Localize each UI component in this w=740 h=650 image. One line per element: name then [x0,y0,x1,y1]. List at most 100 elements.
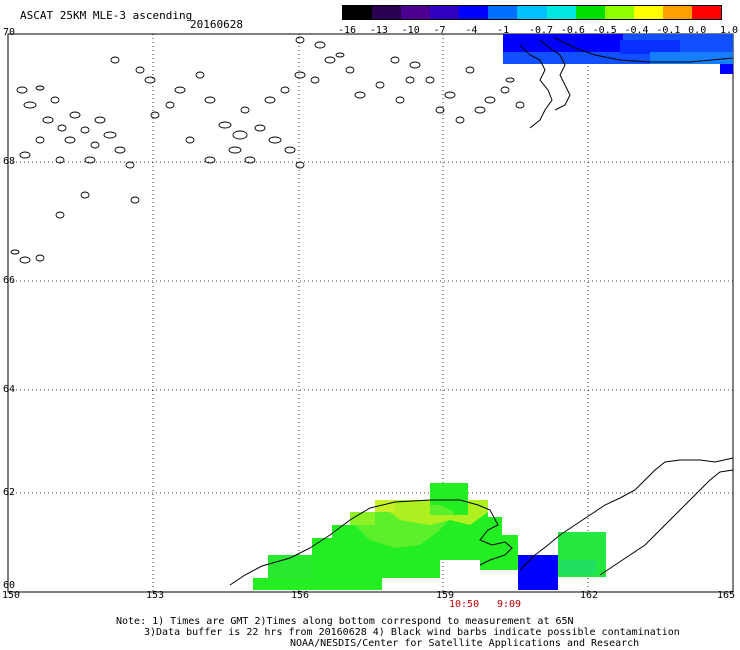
colorbar-tick-label: -10 [401,25,420,36]
lake-contour [435,106,445,114]
lake-contour [185,136,195,144]
pass-time-2: 9:09 [497,599,522,610]
lake-contour [35,85,45,91]
lake-contour [310,76,320,84]
lake-contour [254,124,266,132]
lat-label-70: 70 [3,27,16,38]
colorbar [342,5,722,20]
lake-contour [55,156,65,164]
lake-contour [19,151,31,159]
colorbar-tick-label: -16 [338,25,357,36]
lake-contour [268,136,282,144]
lon-label-159: 159 [436,590,455,601]
lake-contour [144,76,156,84]
lake-contour [324,56,336,64]
colorbar-labels: -16 -13 -10 -7 -4 -1 -0.7 -0.6 -0.5 -0.4 -0.1 0.0 1.… [336,25,739,37]
lat-label-66: 66 [3,275,16,286]
lake-contour [505,77,515,83]
lake-contour [195,71,205,79]
lon-label-162: 162 [580,590,599,601]
colorbar-swatch [430,6,460,19]
lake-contour [16,86,28,94]
lake-contour [444,91,456,99]
footnotes: Note: 1) Times are GMT 2)Times along bot… [0,616,740,649]
colorbar-swatch [401,6,431,19]
lake-contour [103,131,117,139]
lake-contour [110,56,120,64]
lon-label-153: 153 [146,590,165,601]
lake-contour [204,96,216,104]
colorbar-swatch [691,6,722,19]
lat-label-64: 64 [3,384,16,395]
lake-contour [484,96,496,104]
colorbar-swatch [343,6,373,19]
lake-contour [84,156,96,164]
colorbar-tick-label: -0.5 [592,25,617,36]
colorbar-tick-label: -4 [465,25,478,36]
lake-contour [228,146,242,154]
lake-contour [55,211,65,219]
note-line-3: NOAA/NESDIS/Center for Satellite Applica… [290,638,640,649]
colorbar-swatch [633,6,663,19]
lake-contour [57,124,67,132]
colorbar-swatch [604,6,634,19]
plot-frame [7,33,734,593]
lake-contour [264,96,276,104]
colorbar-tick-label: -0.7 [529,25,554,36]
colorbar-swatch [662,6,692,19]
lake-contour [295,36,305,44]
swath-bottom [253,483,606,590]
lake-contour [375,81,385,89]
lake-contour [69,111,81,119]
lake-contour [474,106,486,114]
lat-label-68: 68 [3,156,16,167]
lake-contour [515,101,525,109]
lake-contour [294,71,306,79]
lake-contour [405,76,415,84]
colorbar-swatch [372,6,402,19]
lake-contour [314,41,326,49]
lon-label-156: 156 [291,590,310,601]
colorbar-tick-label: 1.0 [720,25,739,36]
lake-contour [80,191,90,199]
lake-contour [114,146,126,154]
lake-contour [165,101,175,109]
lake-contours [10,36,525,264]
lake-contour [425,76,435,84]
lake-contour [204,156,216,164]
lake-contour [500,86,510,94]
lake-contour [280,86,290,94]
colorbar-tick-label: -0.6 [560,25,585,36]
note-line-2: 3)Data buffer is 22 hrs from 20160628 4)… [144,627,680,638]
lake-contour [284,146,296,154]
colorbar-swatch [546,6,576,19]
pass-time-1: 10:50 [449,599,480,610]
lon-label-165: 165 [717,590,736,601]
lake-contour [90,141,100,149]
lake-contour [42,116,54,124]
colorbar-swatch [488,6,518,19]
colorbar-tick-label: -1 [497,25,510,36]
lake-contour [244,156,256,164]
lake-contour [135,66,145,74]
lake-contour [240,106,250,114]
lake-contour [218,121,232,129]
lake-contour [19,256,31,264]
lat-label-60: 60 [3,580,16,591]
lake-contour [80,126,90,134]
lake-contour [345,66,355,74]
lake-contour [409,61,421,69]
lake-contour [295,161,305,169]
lake-contour [455,116,465,124]
colorbar-swatch [459,6,489,19]
colorbar-tick-label: -7 [433,25,446,36]
lake-contour [130,196,140,204]
lake-contour [94,116,106,124]
lake-contour [23,101,37,109]
lake-contour [354,91,366,99]
colorbar-tick-label: 0.0 [688,25,707,36]
map-date: 20160628 [190,18,243,31]
coastline [229,37,734,586]
lon-label-150: 150 [2,590,21,601]
